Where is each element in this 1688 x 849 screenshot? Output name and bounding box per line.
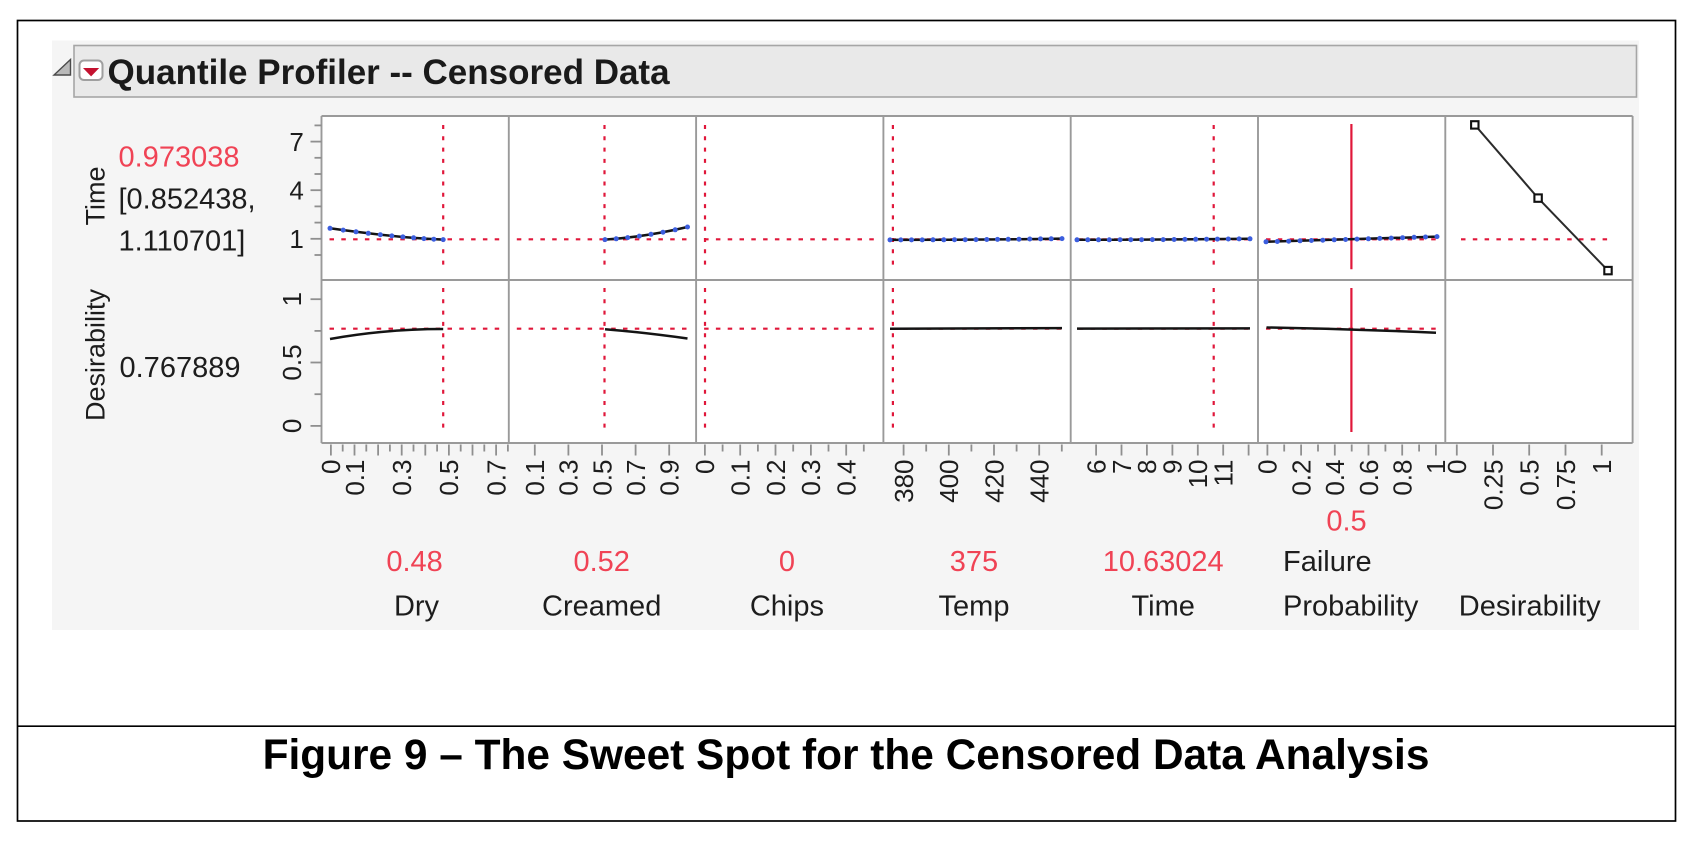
svg-text:0.7: 0.7 [481, 460, 511, 496]
svg-text:0.5: 0.5 [1515, 460, 1545, 496]
svg-text:7: 7 [1107, 460, 1137, 474]
svg-text:0.7: 0.7 [621, 460, 651, 496]
svg-text:380: 380 [889, 460, 919, 503]
svg-text:0.9: 0.9 [655, 460, 685, 496]
svg-text:10: 10 [1183, 460, 1213, 489]
svg-text:Quantile Profiler -- Censored: Quantile Profiler -- Censored Data [108, 53, 671, 92]
svg-text:1: 1 [1587, 460, 1617, 474]
svg-text:10.63024: 10.63024 [1103, 546, 1224, 578]
svg-text:0.5: 0.5 [587, 460, 617, 496]
svg-text:0.6: 0.6 [1354, 460, 1384, 496]
svg-text:0.75: 0.75 [1551, 460, 1581, 511]
svg-text:0.4: 0.4 [832, 460, 862, 496]
svg-text:Time: Time [81, 167, 111, 226]
svg-text:0.1: 0.1 [726, 460, 756, 496]
svg-text:420: 420 [979, 460, 1009, 503]
svg-text:[0.852438,: [0.852438, [119, 184, 256, 216]
svg-text:0.5: 0.5 [277, 344, 307, 380]
svg-text:0: 0 [316, 460, 346, 474]
svg-text:4: 4 [289, 176, 303, 206]
svg-text:0: 0 [779, 546, 795, 578]
svg-text:0.2: 0.2 [1286, 460, 1316, 496]
svg-text:0.3: 0.3 [796, 460, 826, 496]
svg-text:0.1: 0.1 [520, 460, 550, 496]
svg-text:0.767889: 0.767889 [120, 352, 241, 384]
svg-text:1.110701]: 1.110701] [119, 226, 246, 258]
svg-text:0.5: 0.5 [434, 460, 464, 496]
svg-text:Temp: Temp [939, 591, 1010, 623]
svg-text:0.52: 0.52 [573, 546, 629, 578]
svg-text:0.2: 0.2 [761, 460, 791, 496]
svg-text:0: 0 [277, 419, 307, 433]
svg-text:1: 1 [1421, 460, 1451, 474]
svg-text:0.973038: 0.973038 [119, 142, 240, 174]
svg-text:Time: Time [1132, 591, 1195, 623]
svg-text:0.8: 0.8 [1388, 460, 1418, 496]
svg-text:Desirability: Desirability [1459, 591, 1601, 623]
svg-text:9: 9 [1158, 460, 1188, 474]
svg-text:Creamed: Creamed [542, 591, 661, 623]
svg-text:8: 8 [1132, 460, 1162, 474]
svg-text:0.1: 0.1 [340, 460, 370, 496]
svg-text:440: 440 [1025, 460, 1055, 503]
svg-text:0.48: 0.48 [386, 546, 442, 578]
svg-text:400: 400 [934, 460, 964, 503]
svg-text:0: 0 [1442, 460, 1472, 474]
svg-text:11: 11 [1209, 460, 1239, 487]
svg-text:1: 1 [277, 292, 307, 306]
svg-text:Desirability: Desirability [81, 288, 111, 421]
svg-text:0.3: 0.3 [554, 460, 584, 496]
svg-text:7: 7 [289, 127, 303, 157]
svg-text:0.25: 0.25 [1478, 460, 1508, 511]
svg-text:Failure: Failure [1283, 546, 1372, 578]
svg-text:1: 1 [289, 224, 303, 254]
svg-text:Dry: Dry [394, 591, 440, 623]
svg-text:Chips: Chips [750, 591, 824, 623]
svg-text:0: 0 [690, 460, 720, 474]
svg-text:375: 375 [950, 546, 998, 578]
svg-text:Probability: Probability [1283, 591, 1419, 623]
svg-text:0.5: 0.5 [1326, 506, 1366, 538]
svg-text:0.3: 0.3 [387, 460, 417, 496]
svg-text:6: 6 [1081, 460, 1111, 474]
svg-text:Figure 9 – The Sweet Spot for: Figure 9 – The Sweet Spot for the Censor… [263, 731, 1430, 778]
svg-text:0.4: 0.4 [1320, 460, 1350, 496]
svg-text:0: 0 [1253, 460, 1283, 474]
